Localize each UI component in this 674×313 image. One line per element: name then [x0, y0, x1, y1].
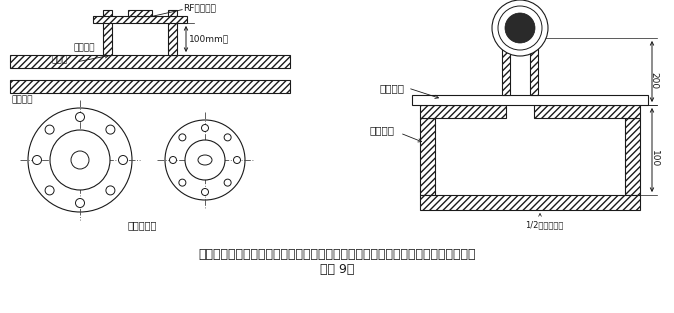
Text: 插入式流量计短管制作、安装示意图，根据流量计算采用不同的法兰及短管公称直径: 插入式流量计短管制作、安装示意图，根据流量计算采用不同的法兰及短管公称直径 [198, 248, 476, 261]
Circle shape [202, 125, 208, 131]
Text: 管道外壁: 管道外壁 [370, 125, 395, 135]
Bar [420, 195, 640, 210]
Bar [412, 95, 648, 105]
Circle shape [179, 134, 186, 141]
Text: 200: 200 [650, 71, 658, 89]
Bar [10, 80, 290, 93]
Circle shape [32, 156, 42, 165]
Circle shape [106, 125, 115, 134]
Text: 1/2配量管外径: 1/2配量管外径 [525, 220, 563, 229]
Bar [512, 2, 528, 38]
Circle shape [50, 130, 110, 190]
Bar [93, 16, 187, 23]
Circle shape [492, 0, 548, 56]
Circle shape [185, 140, 225, 180]
Circle shape [224, 134, 231, 141]
Circle shape [179, 179, 186, 186]
Text: 100mm高: 100mm高 [189, 34, 229, 44]
Circle shape [505, 13, 535, 43]
Ellipse shape [198, 155, 212, 165]
Circle shape [119, 156, 127, 165]
Bar [168, 10, 177, 55]
Text: （图 9）: （图 9） [319, 263, 355, 276]
Text: 焊接短管: 焊接短管 [73, 44, 94, 53]
Circle shape [45, 125, 54, 134]
Circle shape [224, 179, 231, 186]
Circle shape [75, 112, 84, 121]
Circle shape [202, 188, 208, 196]
Circle shape [45, 186, 54, 195]
Circle shape [106, 186, 115, 195]
Text: RF配套法兰: RF配套法兰 [183, 3, 216, 12]
Bar [128, 10, 152, 16]
Circle shape [169, 156, 177, 163]
Text: 焊接点: 焊接点 [52, 55, 68, 64]
Text: 管道中心线: 管道中心线 [127, 220, 156, 230]
Circle shape [233, 156, 241, 163]
Bar [625, 118, 640, 195]
Bar [420, 118, 435, 195]
Circle shape [71, 151, 89, 169]
Text: 配套短管: 配套短管 [380, 83, 405, 93]
Bar [534, 105, 640, 118]
Bar [502, 38, 510, 95]
Circle shape [498, 6, 542, 50]
Bar [103, 10, 112, 55]
Bar [10, 55, 290, 68]
Text: 工艺管道: 工艺管道 [11, 95, 32, 104]
Bar [530, 38, 538, 95]
Circle shape [165, 120, 245, 200]
Text: 100: 100 [650, 150, 658, 167]
Circle shape [28, 108, 132, 212]
Circle shape [75, 198, 84, 208]
Bar [420, 105, 506, 118]
